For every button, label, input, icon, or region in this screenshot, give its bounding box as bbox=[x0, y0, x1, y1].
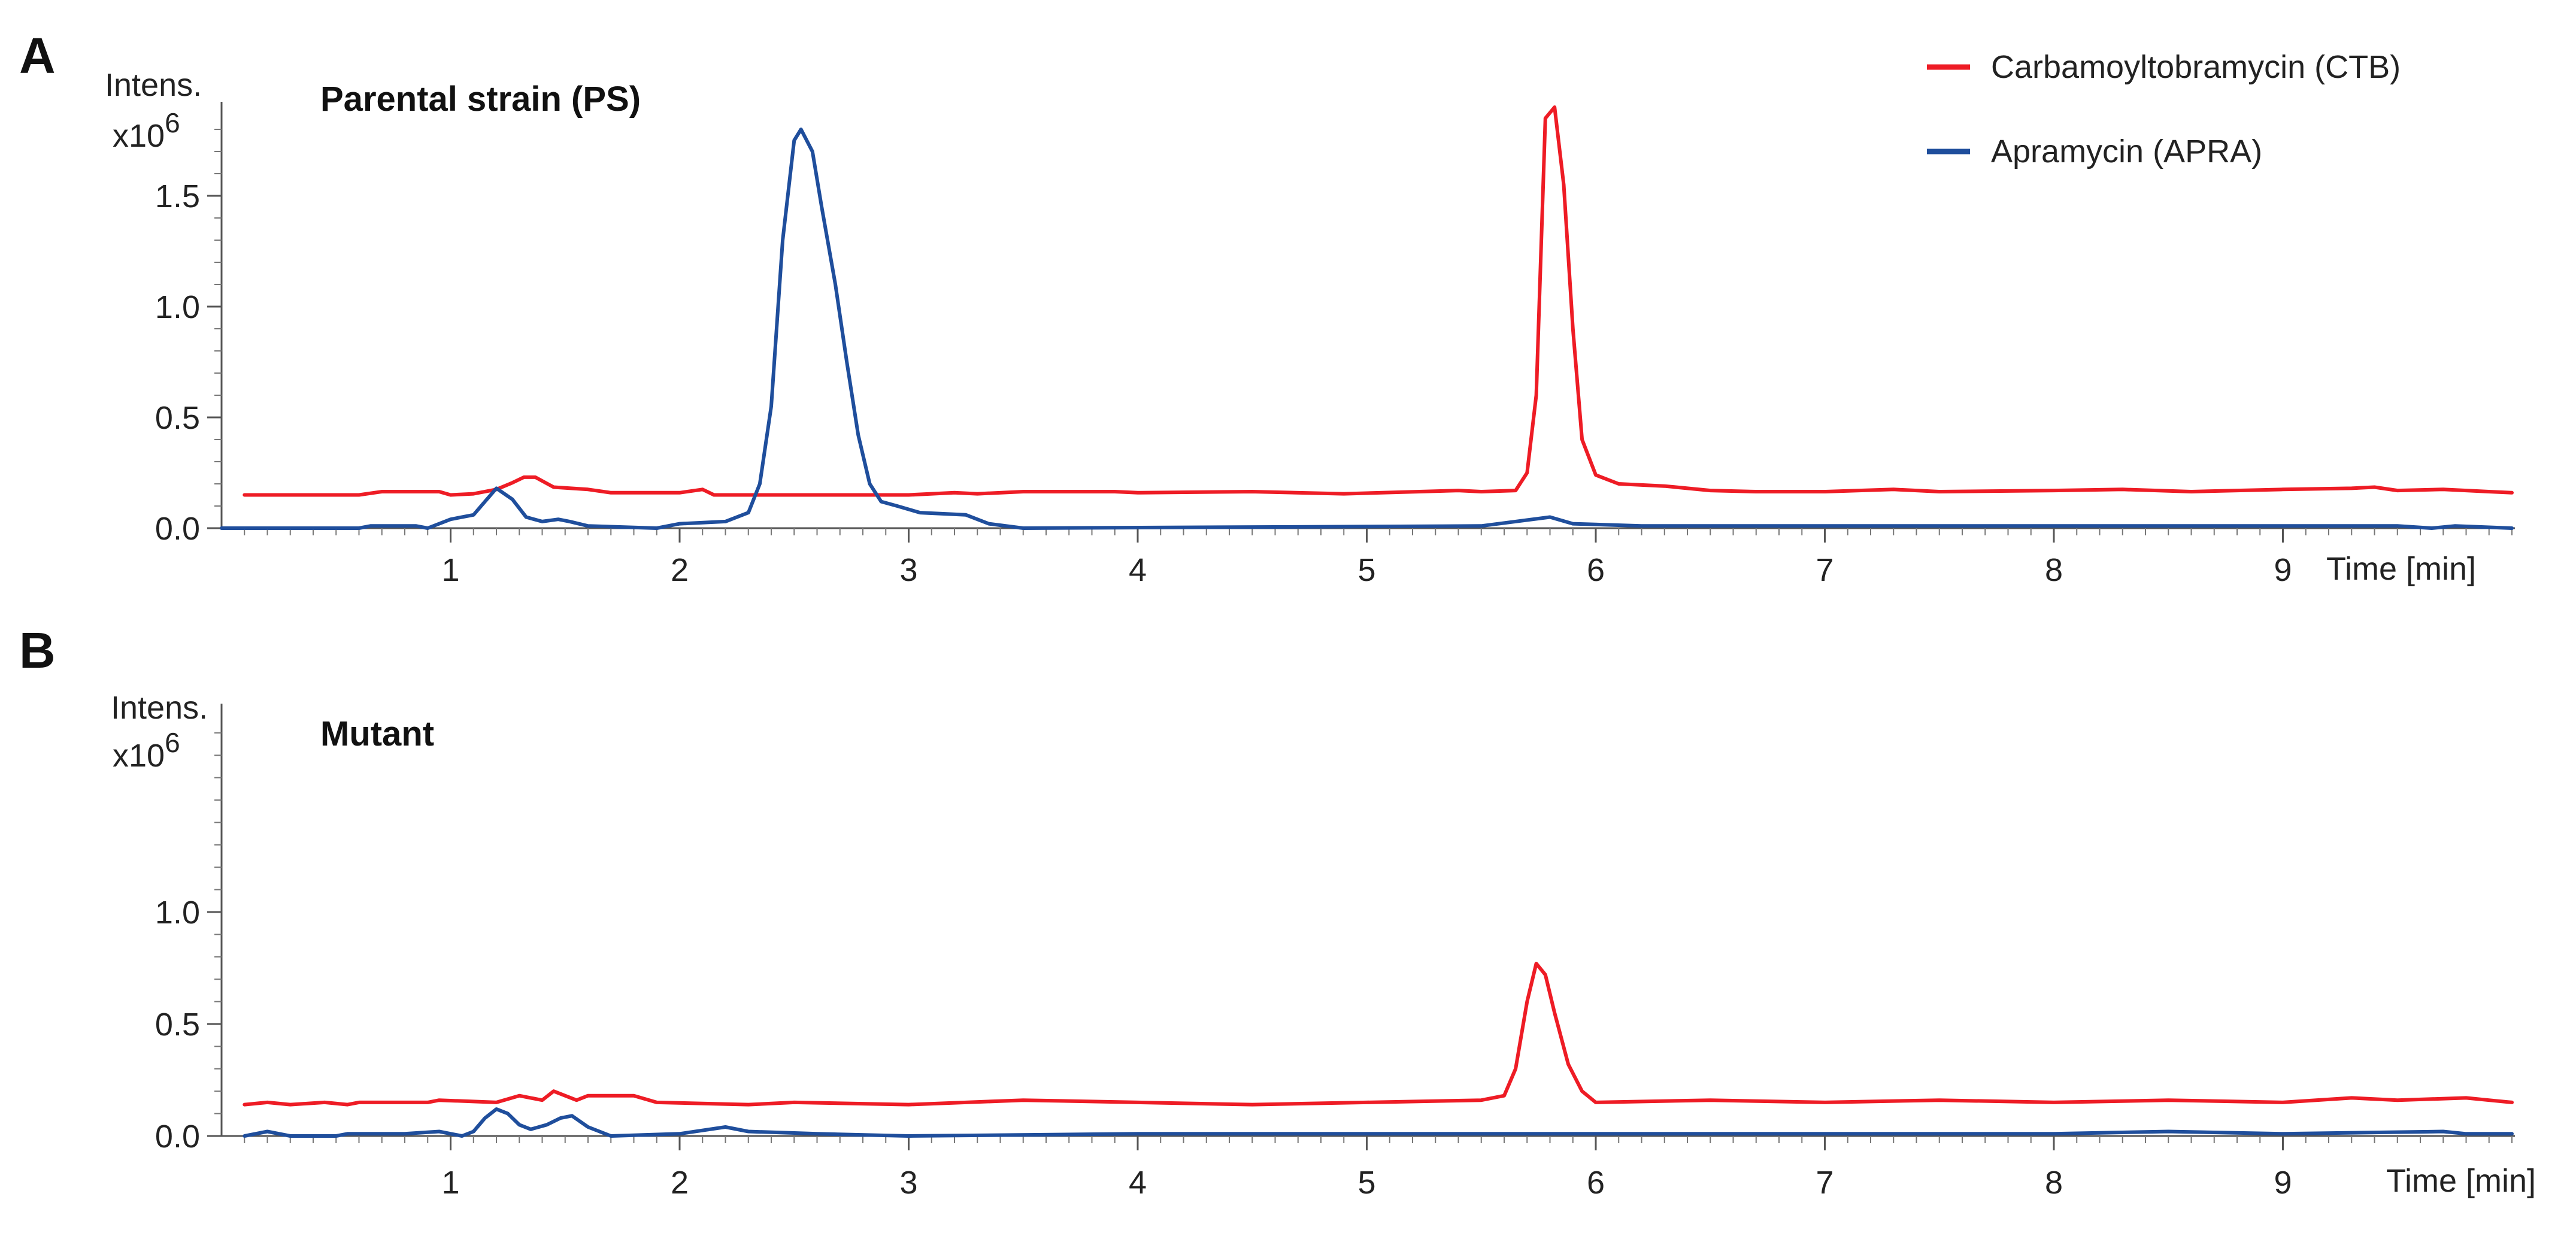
x-tick-label: 2 bbox=[671, 552, 689, 588]
y-tick-label: 0.0 bbox=[155, 511, 200, 547]
x-tick-label: 5 bbox=[1357, 1165, 1375, 1201]
x-tick-label: 7 bbox=[1816, 552, 1833, 588]
x-tick-label: 1 bbox=[441, 552, 459, 588]
y-axis-label: Intens. bbox=[105, 67, 202, 103]
legend: Carbamoyltobramycin (CTB) Apramycin (APRA… bbox=[1927, 49, 2401, 169]
y-axis-multiplier: x106 bbox=[113, 727, 180, 774]
x-tick-label: 6 bbox=[1587, 552, 1605, 588]
y-axis-multiplier-exponent: 6 bbox=[165, 107, 180, 138]
x-tick-label: 4 bbox=[1129, 552, 1147, 588]
y-tick-label: 0.0 bbox=[155, 1119, 200, 1155]
panel-letter: B bbox=[19, 622, 56, 678]
y-tick-label: 1.5 bbox=[155, 178, 200, 214]
series-line-ctb bbox=[243, 105, 2514, 497]
y-tick-label: 0.5 bbox=[155, 1007, 200, 1043]
legend-label-apra: Apramycin (APRA) bbox=[1991, 134, 2262, 169]
x-tick-label: 3 bbox=[899, 1165, 917, 1201]
series-line-apra bbox=[220, 128, 2514, 530]
x-tick-label: 4 bbox=[1129, 1165, 1147, 1201]
x-tick-label: 9 bbox=[2274, 552, 2292, 588]
panel-letter: A bbox=[19, 28, 56, 84]
y-axis-multiplier-base: x10 bbox=[113, 118, 165, 154]
panel-title: Mutant bbox=[320, 714, 434, 753]
x-tick-label: 8 bbox=[2045, 552, 2063, 588]
y-tick-label: 1.0 bbox=[155, 895, 200, 931]
x-tick-label: 9 bbox=[2274, 1165, 2292, 1201]
series-line-apra bbox=[243, 1107, 2514, 1138]
y-tick-label: 0.5 bbox=[155, 400, 200, 436]
y-axis-multiplier: x106 bbox=[113, 107, 180, 154]
x-tick-label: 1 bbox=[441, 1165, 459, 1201]
y-axis-multiplier-exponent: 6 bbox=[165, 727, 180, 758]
x-tick-label: 7 bbox=[1816, 1165, 1833, 1201]
panel-title: Parental strain (PS) bbox=[320, 80, 641, 119]
y-axis-label: Intens. bbox=[111, 690, 208, 726]
x-tick-label: 3 bbox=[899, 552, 917, 588]
x-tick-label: 5 bbox=[1357, 552, 1375, 588]
x-axis-label: Time [min] bbox=[2386, 1163, 2536, 1199]
y-tick-label: 1.0 bbox=[155, 289, 200, 325]
x-axis-label: Time [min] bbox=[2326, 551, 2476, 587]
series-line-ctb bbox=[243, 962, 2514, 1107]
x-tick-label: 6 bbox=[1587, 1165, 1605, 1201]
y-axis-multiplier-base: x10 bbox=[113, 738, 165, 774]
legend-label-ctb: Carbamoyltobramycin (CTB) bbox=[1991, 49, 2401, 85]
x-tick-label: 2 bbox=[671, 1165, 689, 1201]
x-tick-label: 8 bbox=[2045, 1165, 2063, 1201]
